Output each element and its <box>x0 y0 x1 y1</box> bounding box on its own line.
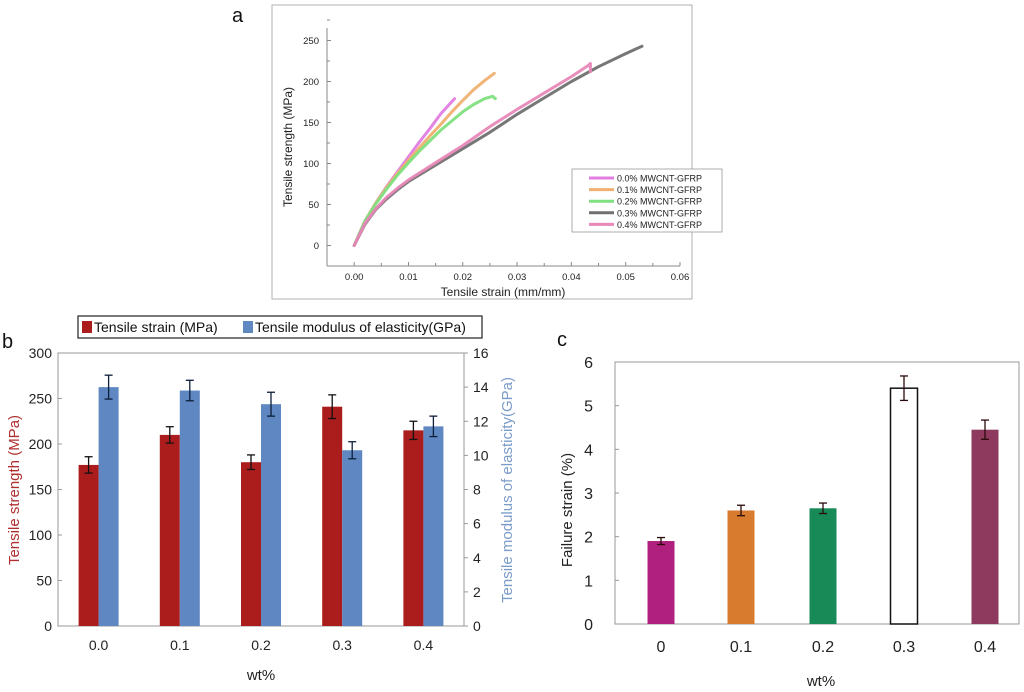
b-left-tick-label: 300 <box>29 345 53 361</box>
b-bar-modulus <box>342 450 363 626</box>
b-x-tick-label: 0.1 <box>170 637 190 653</box>
c-y-tick-label: 4 <box>584 442 593 459</box>
b-right-tick-label: 14 <box>473 379 489 395</box>
b-x-axis-label: wt% <box>246 667 275 684</box>
a-y-tick-label: 50 <box>308 200 319 211</box>
legend-label: 0.0% MWCNT-GFRP <box>617 174 702 184</box>
a-x-tick-label: 0.06 <box>671 272 690 283</box>
b-left-tick-label: 50 <box>36 573 52 589</box>
b-bar-modulus <box>423 426 444 626</box>
b-right-tick-label: 0 <box>473 618 481 634</box>
b-right-tick-label: 4 <box>473 550 481 566</box>
b-x-tick-label: 0.0 <box>89 637 109 653</box>
c-x-axis-label: wt% <box>806 673 835 690</box>
b-right-tick-label: 12 <box>473 413 489 429</box>
c-y-tick-label: 1 <box>584 573 593 590</box>
b-bar-strength <box>403 430 424 626</box>
b-bar-modulus <box>261 404 281 626</box>
a-y-tick-label: 200 <box>303 77 319 88</box>
b-x-tick-label: 0.2 <box>251 637 271 653</box>
panel-label-a: a <box>232 5 244 27</box>
b-right-tick-label: 6 <box>473 516 481 532</box>
b-x-tick-label: 0.4 <box>414 637 434 653</box>
c-bar <box>727 510 755 624</box>
a-x-tick-label: 0.02 <box>454 272 473 283</box>
a-x-tick-label: 0.04 <box>562 272 581 283</box>
b-left-tick-label: 200 <box>29 436 53 452</box>
c-x-tick-label: 0.2 <box>812 639 834 656</box>
b-left-tick-label: 0 <box>44 618 52 634</box>
a-series-line-2 <box>352 94 497 247</box>
a-x-tick-label: 0.00 <box>345 272 364 283</box>
legend-label: 0.3% MWCNT-GFRP <box>617 208 702 218</box>
b-y-axis-label-left: Tensile strength (MPa) <box>6 415 23 565</box>
c-y-tick-label: 0 <box>584 617 593 634</box>
a-y-tick-label: 250 <box>303 36 319 47</box>
c-bar <box>809 508 837 624</box>
panel-label-b: b <box>2 331 13 353</box>
c-y-axis-label: Failure strain (%) <box>559 453 576 567</box>
b-right-tick-label: 10 <box>473 447 489 463</box>
b-left-tick-label: 150 <box>29 482 53 498</box>
panel-b-legend: Tensile strain (MPa) Tensile modulus of … <box>77 315 483 339</box>
b-bar-modulus <box>179 390 200 626</box>
b-right-tick-label: 2 <box>473 584 481 600</box>
legend-label-modulus: Tensile modulus of elasticity(GPa) <box>255 319 466 335</box>
legend-frame <box>77 315 483 339</box>
legend-swatch-modulus <box>243 321 253 333</box>
b-x-tick-label: 0.3 <box>332 637 352 653</box>
a-y-tick-label: 0 <box>314 241 319 252</box>
a-x-axis-label: Tensile strain (mm/mm) <box>441 285 566 299</box>
panel-a-frame <box>271 4 693 300</box>
c-x-tick-label: 0.4 <box>974 639 996 656</box>
b-y-axis-label-right: Tensile modulus of elasticity(GPa) <box>499 377 516 603</box>
panel-b-strength-modulus: Tensile strain (MPa) Tensile modulus of … <box>6 315 516 684</box>
b-left-tick-label: 100 <box>29 527 53 543</box>
b-right-tick-label: 16 <box>473 345 489 361</box>
a-y-axis-label: Tensile strength (MPa) <box>281 87 295 207</box>
b-bar-strength <box>78 464 99 626</box>
c-x-tick-label: 0.1 <box>730 639 752 656</box>
b-bar-strength <box>159 434 180 626</box>
c-y-tick-label: 5 <box>584 399 593 416</box>
b-right-tick-label: 8 <box>473 482 481 498</box>
c-bar <box>889 387 919 625</box>
c-x-tick-label: 0 <box>657 639 666 656</box>
c-y-tick-label: 3 <box>584 486 593 503</box>
a-y-tick-label: 150 <box>303 118 319 129</box>
b-bar-modulus <box>98 387 119 626</box>
b-bar-strength <box>241 462 261 626</box>
b-bar-strength <box>322 406 343 626</box>
panel-label-c: c <box>557 329 567 351</box>
c-y-tick-label: 2 <box>584 530 593 547</box>
c-x-tick-label: 0.3 <box>893 639 915 656</box>
c-bar <box>971 429 999 624</box>
legend-label: 0.4% MWCNT-GFRP <box>617 220 702 230</box>
legend-swatch-strength <box>82 321 92 333</box>
legend-label-strength: Tensile strain (MPa) <box>94 319 218 335</box>
panel-c-failure-strain: 0 1 2 3 4 5 6 0 0.1 0.2 0.3 0.4 wt% Failure strain… <box>559 355 1020 690</box>
a-y-tick-label: 100 <box>303 159 319 170</box>
a-series-line-4 <box>352 62 592 247</box>
a-x-tick-label: 0.05 <box>616 272 635 283</box>
a-x-tick-label: 0.03 <box>508 272 527 283</box>
c-y-tick-label: 6 <box>584 355 593 372</box>
a-x-tick-label: 0.01 <box>399 272 418 283</box>
panel-a-tensile-curves: 0.00 0.01 0.02 0.03 0.04 0.05 0.06 0 50 100 150 200… <box>271 4 723 300</box>
legend-label: 0.1% MWCNT-GFRP <box>617 185 702 195</box>
legend-label: 0.2% MWCNT-GFRP <box>617 197 702 207</box>
b-left-tick-label: 250 <box>29 391 53 407</box>
c-bar <box>647 541 675 624</box>
